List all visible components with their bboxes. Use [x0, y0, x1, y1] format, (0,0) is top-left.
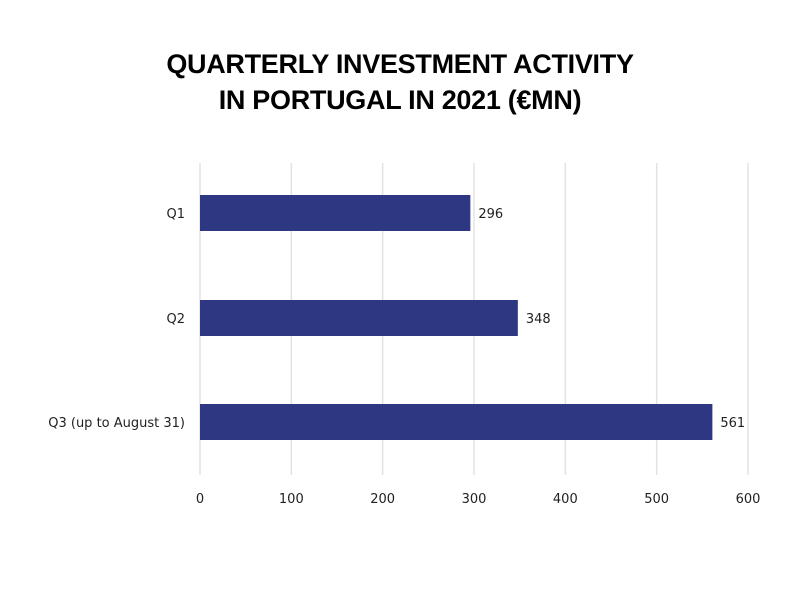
bar — [200, 404, 713, 440]
chart-title-line-1: QUARTERLY INVESTMENT ACTIVITY — [166, 49, 634, 79]
bar — [200, 300, 518, 336]
bar — [200, 195, 471, 231]
category-label: Q3 (up to August 31) — [48, 416, 185, 431]
x-tick-label: 200 — [370, 492, 395, 507]
category-label: Q2 — [166, 312, 185, 327]
data-label: 348 — [526, 312, 551, 327]
chart-title-line-2: IN PORTUGAL IN 2021 (€MN) — [218, 85, 582, 115]
x-tick-label: 300 — [462, 492, 487, 507]
x-tick-label: 400 — [553, 492, 578, 507]
data-label: 561 — [720, 416, 745, 431]
x-tick-label: 100 — [279, 492, 304, 507]
chart-title: QUARTERLY INVESTMENT ACTIVITY IN PORTUGA… — [0, 46, 800, 118]
data-label: 296 — [478, 207, 503, 222]
x-tick-label: 500 — [644, 492, 669, 507]
category-label: Q1 — [166, 207, 185, 222]
x-tick-label: 600 — [736, 492, 761, 507]
x-tick-label: 0 — [196, 492, 204, 507]
